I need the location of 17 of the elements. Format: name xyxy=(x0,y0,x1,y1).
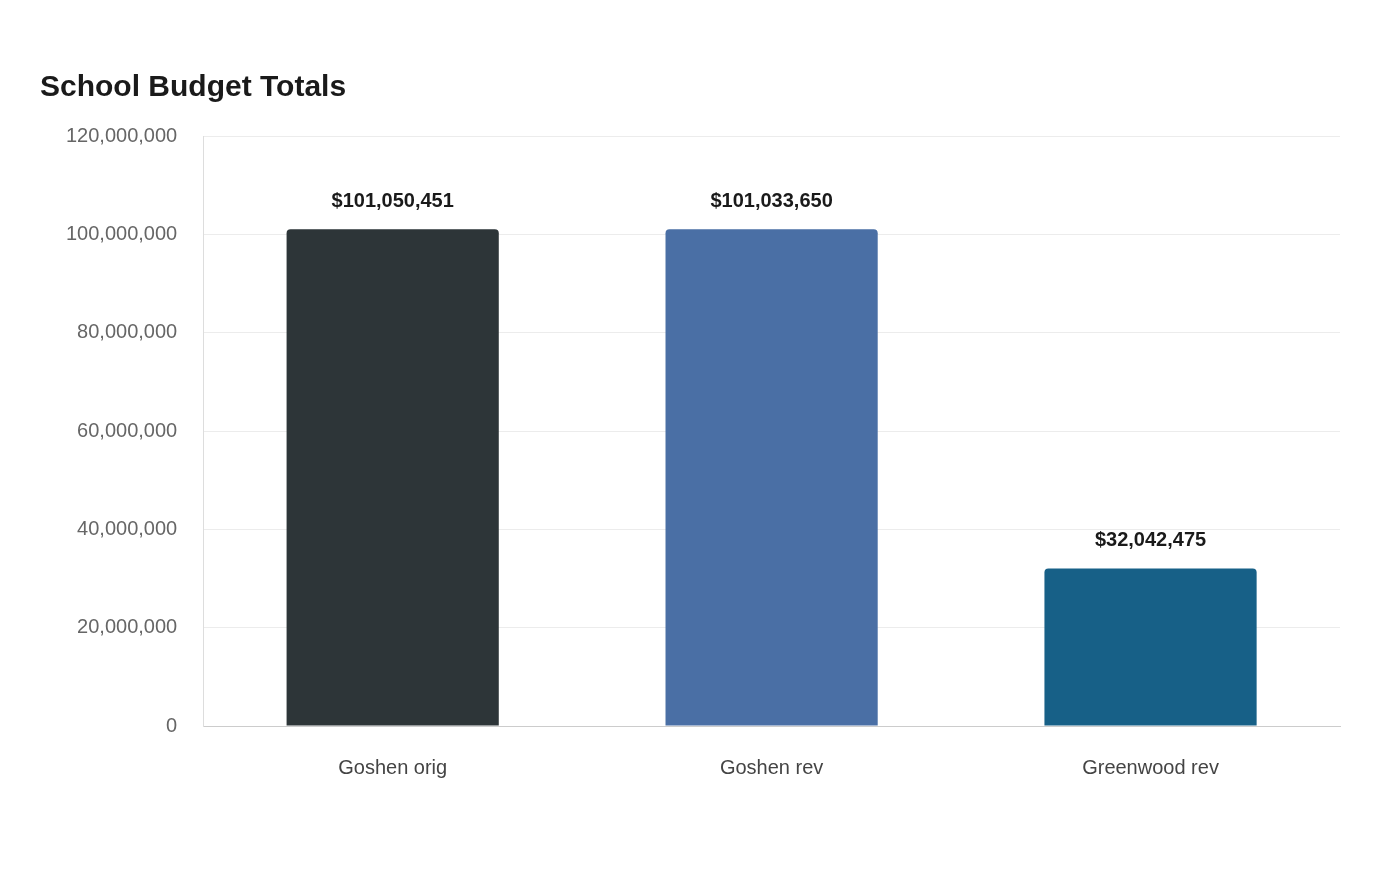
x-tick-label: Goshen rev xyxy=(719,755,824,778)
data-label: $101,050,451 xyxy=(331,188,454,211)
y-tick-label: 20,000,000 xyxy=(77,615,178,638)
data-label: $101,033,650 xyxy=(710,188,833,211)
y-tick-label: 80,000,000 xyxy=(77,320,178,343)
bar xyxy=(665,229,878,726)
data-label: $32,042,475 xyxy=(1094,527,1207,550)
y-tick-label: 100,000,000 xyxy=(65,221,178,244)
y-tick-label: 60,000,000 xyxy=(77,418,178,441)
bar xyxy=(286,229,499,726)
x-tick-label: Goshen orig xyxy=(338,755,448,778)
x-tick-label: Greenwood rev xyxy=(1082,755,1219,778)
bar xyxy=(1044,568,1257,726)
y-tick-label: 40,000,000 xyxy=(77,516,178,539)
y-tick-label: 0 xyxy=(166,713,178,736)
chart-title: School Budget Totals xyxy=(40,69,347,103)
y-tick-label: 120,000,000 xyxy=(65,123,178,146)
